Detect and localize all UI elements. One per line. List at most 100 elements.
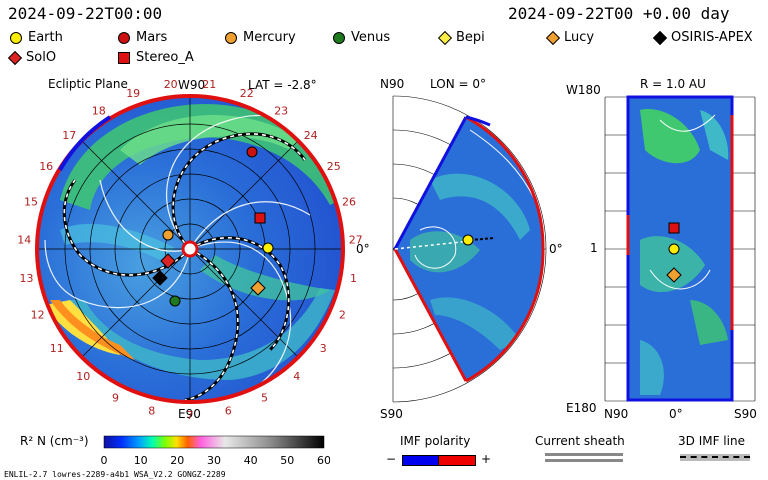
meridional-panel: N90 LON = 0° S90 0° — [380, 77, 563, 421]
left-timestamp: 2024-09-22T00:00 — [8, 4, 163, 23]
carrington-label: 11 — [50, 342, 64, 355]
carrington-label: 21 — [202, 78, 216, 91]
legend-item-mercury: Mercury — [225, 30, 296, 45]
carrington-label: 10 — [76, 370, 90, 383]
colorbar-gradient — [103, 435, 325, 449]
carrington-label: 3 — [320, 342, 327, 355]
meridional-top-left: N90 — [380, 77, 404, 91]
carrington-label: 5 — [261, 391, 268, 404]
imf-positive-swatch — [438, 455, 476, 466]
carrington-label: 23 — [274, 104, 288, 117]
map-earth-marker — [668, 243, 680, 255]
carrington-label: 24 — [304, 129, 318, 142]
ecliptic-plane-panel: Ecliptic Plane W90 LAT = -2.8° — [17, 77, 369, 422]
current-sheath-title: Current sheath — [535, 434, 625, 448]
colorbar-label: R² N (cm⁻³) — [20, 434, 89, 448]
colorbar-tick-label: 50 — [280, 454, 294, 467]
carrington-label: 4 — [293, 370, 300, 383]
earth-marker — [262, 242, 274, 254]
solo-marker — [160, 253, 176, 269]
colorbar-tick-label: 0 — [101, 454, 108, 467]
mercury-marker-icon — [225, 31, 237, 44]
ecliptic-title: Ecliptic Plane — [48, 77, 128, 91]
footer-text: ENLIL-2.7 lowres-2289-a4b1 WSA_V2.2 GONG… — [4, 470, 226, 479]
ecliptic-lat-label: LAT = -2.8° — [248, 78, 317, 92]
colorbar-tick-label: 10 — [134, 454, 148, 467]
ecliptic-bottom-label: E90 — [178, 407, 201, 421]
ecliptic-rim-negative — [34, 94, 191, 404]
carrington-label: 18 — [92, 104, 106, 117]
osiris-apex-marker-icon — [652, 30, 668, 45]
carrington-label: 7 — [187, 409, 194, 422]
carrington-label: 19 — [126, 87, 140, 100]
carrington-label: 20 — [164, 78, 178, 91]
map-bottom-label-0: 0° — [669, 407, 683, 421]
earth-marker-icon — [10, 31, 22, 44]
ecliptic-rim-positive — [189, 94, 346, 404]
colorbar: 0 10 20 30 40 50 60 — [101, 435, 330, 467]
map-bottom-label-n90: N90 — [604, 407, 628, 421]
carrington-label: 25 — [327, 160, 341, 173]
imf-negative-swatch — [402, 455, 440, 466]
map-title: R = 1.0 AU — [640, 77, 706, 91]
map-stereo-a-marker — [668, 222, 680, 234]
legend-item-earth: Earth — [10, 30, 63, 45]
meridional-bottom-left: S90 — [380, 407, 403, 421]
mercury-marker — [162, 229, 174, 241]
stereo-a-marker-icon — [118, 51, 130, 64]
plots-canvas: Ecliptic Plane W90 LAT = -2.8° — [17, 77, 757, 422]
legend-item-stereo-a: Stereo_A — [118, 50, 194, 65]
venus-marker — [169, 295, 181, 307]
carrington-label: 17 — [62, 129, 76, 142]
carrington-label: 6 — [225, 405, 232, 418]
colorbar-tick-label: 60 — [317, 454, 330, 467]
carrington-label: 22 — [240, 87, 254, 100]
map-top-left: W180 — [566, 83, 601, 97]
mars-marker — [246, 146, 258, 158]
current-sheath-swatch-1 — [545, 453, 623, 456]
legend-item-lucy: Lucy — [545, 30, 594, 45]
imf-minus-label: − — [386, 452, 397, 466]
carrington-label: 12 — [31, 309, 45, 322]
stereo-a-marker — [254, 212, 266, 224]
legend-item-osiris-apex: OSIRIS-APEX — [652, 30, 753, 45]
imf-plus-label: + — [481, 452, 492, 466]
legend-item-bepi: Bepi — [437, 30, 485, 45]
mars-marker-icon — [118, 31, 130, 44]
carrington-label: 27 — [349, 233, 363, 246]
colorbar-tick-label: 20 — [170, 454, 184, 467]
meridional-right-label: 0° — [549, 242, 563, 256]
current-sheath-swatch-2 — [545, 459, 623, 462]
colorbar-tick-label: 30 — [207, 454, 221, 467]
ecliptic-top-label: W90 — [178, 78, 205, 92]
right-timestamp: 2024-09-22T00 +0.00 day — [508, 4, 730, 23]
imf-polarity-title: IMF polarity — [400, 434, 471, 448]
carrington-label: 1 — [350, 272, 357, 285]
lucy-marker — [250, 280, 266, 296]
map-panel: R = 1.0 AU W180 E180 1 N90 0° S90 — [566, 77, 757, 421]
legend-item-solo: SolO — [7, 50, 56, 65]
carrington-label: 2 — [339, 309, 346, 322]
osiris-apex-marker — [152, 270, 168, 286]
solo-marker-icon — [7, 50, 23, 65]
legend-item-venus: Venus — [333, 30, 390, 45]
carrington-label: 15 — [24, 195, 38, 208]
carrington-label: 13 — [20, 272, 34, 285]
meridional-earth-marker — [462, 234, 474, 246]
carrington-label: 14 — [17, 233, 31, 246]
imf-3d-swatch — [680, 454, 750, 461]
map-lucy-marker — [666, 267, 682, 283]
colorbar-tick-label: 40 — [244, 454, 258, 467]
imf-3d-title: 3D IMF line — [678, 434, 745, 448]
meridional-lon-label: LON = 0° — [430, 77, 486, 91]
sun-icon — [181, 240, 199, 258]
legend-item-mars: Mars — [118, 30, 167, 45]
venus-marker-icon — [333, 31, 345, 44]
carrington-label: 8 — [148, 405, 155, 418]
map-bottom-left: E180 — [566, 401, 597, 415]
map-bottom-label-s90: S90 — [734, 407, 757, 421]
ecliptic-right-label: 0° — [356, 242, 370, 256]
carrington-label: 26 — [342, 195, 356, 208]
carrington-label: 16 — [39, 160, 53, 173]
